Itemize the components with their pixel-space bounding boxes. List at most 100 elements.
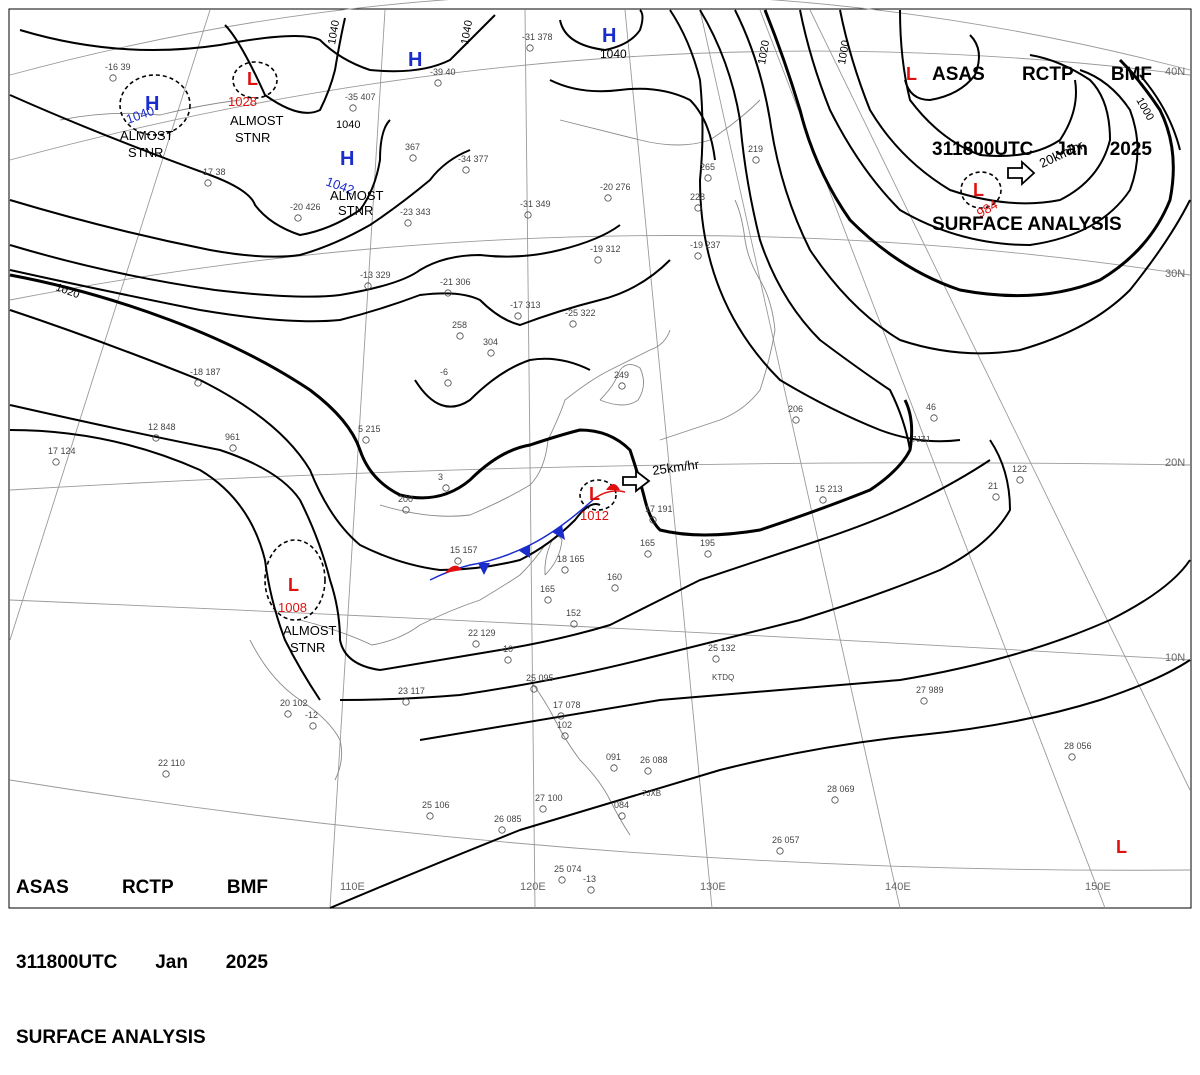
station-plot-value: -20 276 — [600, 182, 631, 192]
station-marker — [604, 194, 612, 202]
isobar-10 — [9, 404, 381, 671]
high-center-label: H — [340, 148, 354, 170]
lat-label: 20N — [1165, 457, 1185, 469]
warm-front-semicircle — [445, 565, 462, 573]
header-time: 311800UTC — [16, 952, 118, 973]
coast-russia — [59, 99, 241, 121]
isobar-7 — [9, 259, 671, 327]
station-marker — [776, 847, 784, 855]
header-station: RCTP — [121, 877, 174, 898]
isobar-value-label: 1040 — [459, 19, 475, 45]
isobar-22 — [899, 9, 1077, 157]
isobar-25 — [414, 357, 591, 408]
station-marker — [792, 416, 800, 424]
station-marker — [1016, 476, 1024, 484]
isobar-6 — [9, 224, 621, 298]
station-plot-value: 200 — [398, 494, 413, 504]
center-note-2: STNR — [338, 203, 373, 218]
station-marker — [611, 584, 619, 592]
low-center-value: 1008 — [278, 600, 307, 615]
station-marker — [454, 557, 462, 565]
station-marker — [930, 414, 938, 422]
center-note: ALMOST — [120, 128, 174, 143]
center-note: ALMOST — [230, 113, 284, 128]
isobar-18 — [734, 9, 1191, 355]
header-month: Jan — [1055, 139, 1088, 160]
meridian-160e — [809, 9, 1191, 791]
station-marker — [404, 219, 412, 227]
lat-label: 40N — [1165, 66, 1185, 78]
station-plot-value: 18 165 — [557, 554, 585, 564]
coast-china — [379, 329, 671, 517]
isobar-value-labels: 1040 1040 1040 1040 1020 1020 1000 1000 — [54, 19, 1156, 301]
isobar-value-label: 1040 — [336, 119, 360, 131]
closed-isobar-h1 — [119, 74, 191, 136]
station-plot-value: -31 378 — [522, 32, 553, 42]
station-plot-value: 15 213 — [815, 484, 843, 494]
station-plot-value: 084 — [614, 800, 629, 810]
station-marker — [426, 812, 434, 820]
station-marker — [618, 812, 626, 820]
closed-isobar-l4 — [579, 479, 617, 511]
isobar-15 — [329, 659, 1191, 909]
low-center-value: 1012 — [580, 508, 609, 523]
header-product: BMF — [1110, 64, 1152, 85]
station-marker — [561, 732, 569, 740]
center-note: ALMOST — [330, 188, 384, 203]
header-product: BMF — [226, 877, 268, 898]
station-marker — [514, 312, 522, 320]
station-plot-value: -17 313 — [510, 300, 541, 310]
isobar-11 — [379, 459, 991, 671]
coastlines — [59, 99, 776, 836]
station-plot-value: 219 — [748, 144, 763, 154]
station-marker — [284, 710, 292, 718]
isobar-value-label: 1000 — [836, 39, 852, 65]
coast-korea — [599, 364, 644, 406]
station-plot-value: -19 237 — [690, 240, 721, 250]
station-plot-value: 160 — [607, 572, 622, 582]
isobar-20 — [799, 9, 1139, 247]
station-plot-value: 17 191 — [645, 504, 673, 514]
station-plot-value: 122 — [1012, 464, 1027, 474]
low-center-label: L — [1116, 837, 1127, 857]
high-center-label: H — [408, 49, 422, 71]
coast-vietnam — [249, 639, 343, 781]
graticule — [9, 0, 1191, 909]
parallel-0 — [9, 779, 1191, 871]
grid-labels: 40N 30N 20N 10N 110E 120E 130E 140E 150E — [340, 66, 1185, 893]
station-plot-value: 26 057 — [772, 835, 800, 845]
station-plot-value: 206 — [788, 404, 803, 414]
station-marker — [309, 722, 317, 730]
station-plot-value: 25 132 — [708, 643, 736, 653]
meridian-100e — [9, 9, 211, 641]
coast-philippines — [529, 679, 631, 836]
station-plot-value: 28 056 — [1064, 741, 1092, 751]
station-plot-value: 22 129 — [468, 628, 496, 638]
station-marker — [409, 154, 417, 162]
center-note: ALMOST — [283, 623, 337, 638]
header-title: SURFACE ANALYSIS — [932, 214, 1122, 235]
parallel-40n — [9, 50, 1191, 161]
motion-arrow-984 — [1007, 159, 1036, 187]
station-plots: -16 39 -17 38 -35 407 -39 40 -31 378 -34 377 3… — [48, 32, 1092, 894]
station-marker — [294, 214, 302, 222]
station-marker — [444, 289, 452, 297]
station-marker — [109, 74, 117, 82]
station-marker — [444, 379, 452, 387]
station-plot-value: 21 — [988, 481, 998, 491]
station-marker — [194, 379, 202, 387]
isobar-5 — [9, 149, 471, 258]
station-plot-value: -18 187 — [190, 367, 221, 377]
meridian-130e — [624, 9, 713, 909]
isobar-14 — [419, 559, 1191, 741]
station-plot-value: 28 069 — [827, 784, 855, 794]
closed-isobar-l3 — [960, 171, 1002, 209]
station-marker — [610, 764, 618, 772]
lon-label: 120E — [520, 881, 546, 893]
header-line-1: ASAS RCTP BMF — [16, 875, 268, 900]
station-marker — [402, 698, 410, 706]
station-marker — [831, 796, 839, 804]
station-plot-value: 304 — [483, 337, 498, 347]
warm-front — [594, 490, 626, 499]
center-note-2: STNR — [235, 130, 270, 145]
